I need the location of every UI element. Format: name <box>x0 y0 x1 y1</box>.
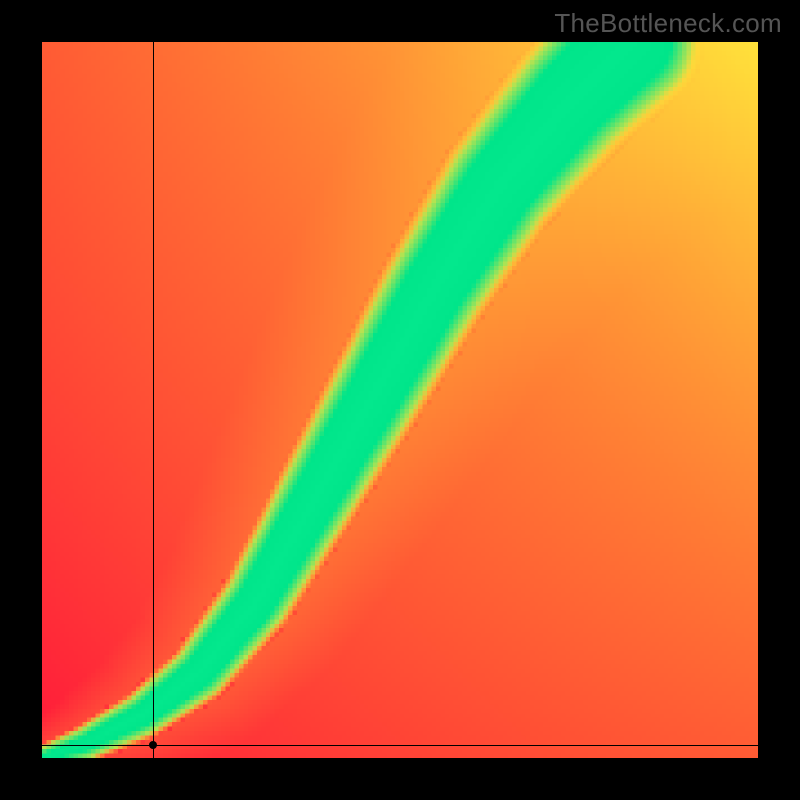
watermark-text: TheBottleneck.com <box>554 8 782 39</box>
heatmap-plot <box>42 42 758 758</box>
heatmap-canvas <box>42 42 758 758</box>
crosshair-vertical <box>153 42 154 758</box>
crosshair-point <box>149 741 157 749</box>
